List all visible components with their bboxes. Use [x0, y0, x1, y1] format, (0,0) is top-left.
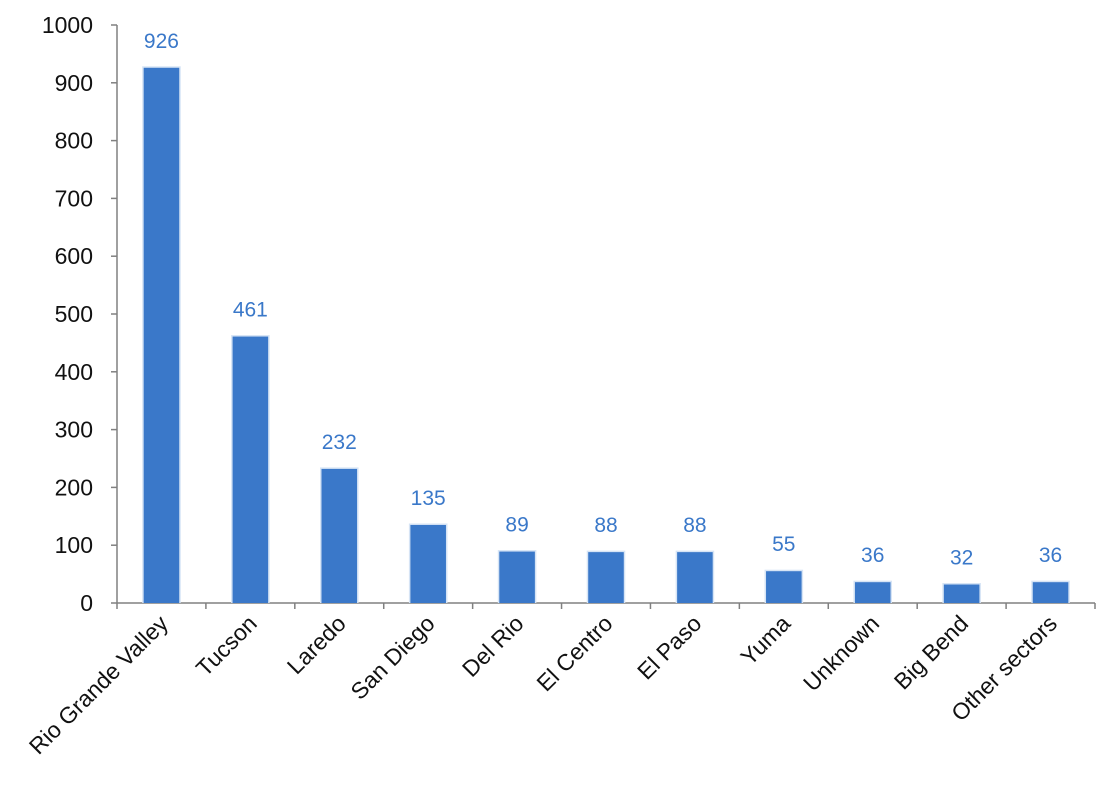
bar [588, 552, 624, 603]
category-label: Big Bend [889, 610, 973, 694]
data-label: 36 [1039, 544, 1062, 567]
y-tick-label: 1000 [42, 12, 93, 38]
bar [410, 524, 446, 603]
data-label: 135 [411, 487, 446, 510]
bars [142, 66, 1070, 604]
data-label: 926 [144, 30, 179, 53]
bar [943, 584, 980, 603]
y-tick-label: 400 [55, 359, 93, 385]
category-label: El Centro [531, 610, 617, 696]
data-label: 461 [233, 299, 268, 322]
data-label: 89 [505, 514, 528, 537]
category-label: Yuma [735, 610, 795, 670]
y-tick-label: 300 [55, 417, 93, 443]
bar [499, 551, 535, 603]
data-label: 55 [772, 533, 795, 556]
bar [1032, 582, 1069, 603]
category-label: Tucson [191, 610, 262, 681]
data-label: 232 [322, 431, 357, 454]
x-axis [116, 602, 1096, 609]
data-label: 32 [950, 547, 973, 570]
y-tick-label: 600 [55, 243, 93, 269]
category-label: Laredo [282, 610, 351, 679]
bar [143, 67, 180, 604]
y-tick-label: 100 [55, 532, 93, 558]
bar [232, 336, 269, 603]
y-tick-label: 700 [55, 185, 93, 211]
category-label: Unknown [798, 610, 884, 696]
y-tick-label: 500 [55, 301, 93, 327]
data-label: 88 [683, 514, 706, 537]
data-label: 88 [594, 514, 617, 537]
data-label: 36 [861, 544, 884, 567]
category-label: Rio Grande Valley [24, 610, 174, 760]
bar [766, 571, 802, 603]
y-tick-label: 200 [55, 474, 93, 500]
y-axis: 0 100 200 300 400 500 600 700 800 900 1000 [42, 12, 118, 616]
y-tick-label: 0 [80, 590, 93, 616]
category-label: San Diego [345, 610, 439, 704]
bar [677, 552, 713, 603]
y-tick-label: 800 [55, 128, 93, 154]
bar [321, 468, 358, 603]
y-tick-label: 900 [55, 70, 93, 96]
bar [854, 582, 891, 603]
data-labels: 926 461 232 135 89 88 88 55 36 32 36 [144, 30, 1062, 570]
category-label: El Paso [632, 610, 706, 684]
category-label: Del Rio [457, 610, 529, 682]
